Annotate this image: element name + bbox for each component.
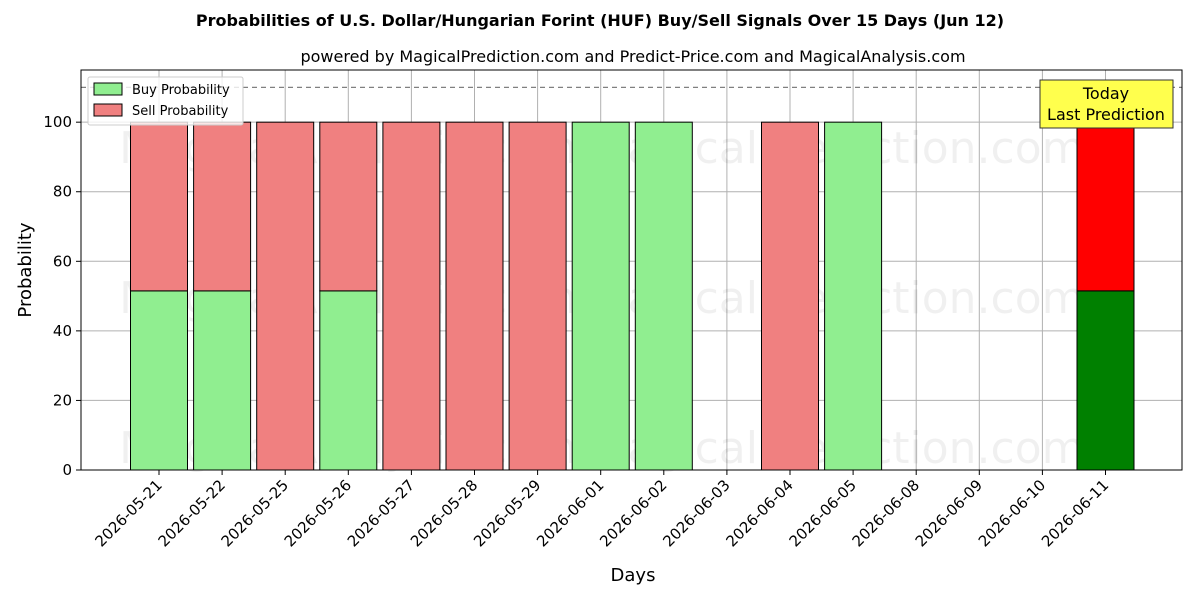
chart-title: Probabilities of U.S. Dollar/Hungarian F… [196, 11, 1004, 30]
x-tick-label: 2026-06-11 [1038, 476, 1112, 550]
bars [130, 121, 1135, 471]
legend-swatch-sell [93, 103, 123, 117]
annotation-line-1: Today [1082, 84, 1129, 103]
y-tick-label: 40 [53, 322, 72, 340]
chart-subtitle: powered by MagicalPrediction.com and Pre… [300, 47, 965, 66]
x-tick-label: 2026-06-02 [596, 476, 670, 550]
x-tick-label: 2026-06-03 [659, 476, 733, 550]
bar-sell [382, 121, 441, 471]
bar-sell [130, 121, 188, 292]
legend: Buy Probability Sell Probability [87, 76, 244, 126]
x-tick-label: 2026-05-27 [344, 476, 418, 550]
x-tick-label: 2026-06-04 [722, 476, 796, 550]
annotation-line-2: Last Prediction [1047, 105, 1165, 124]
x-tick-label: 2026-05-21 [91, 476, 165, 550]
today-annotation: Today Last Prediction [1039, 79, 1174, 129]
bar-sell [256, 121, 315, 471]
x-tick-label: 2026-05-28 [407, 476, 481, 550]
plot-frame [80, 69, 1183, 471]
x-tick-label: 2026-05-22 [155, 476, 229, 550]
bar-buy [634, 121, 693, 471]
x-tick-label: 2026-05-26 [281, 476, 355, 550]
bar-buy [193, 290, 252, 471]
y-tick-label: 100 [43, 113, 72, 131]
x-tick-label: 2026-05-29 [470, 476, 544, 550]
bar-buy [319, 290, 378, 471]
y-axis-label: Probability [15, 222, 36, 317]
x-tick-label: 2026-05-25 [218, 476, 292, 550]
legend-swatch-buy [93, 82, 123, 96]
bar-sell [761, 121, 819, 471]
y-tick-label: 60 [53, 252, 72, 270]
legend-box [87, 76, 244, 126]
legend-label-sell: Sell Probability [132, 104, 229, 119]
x-axis-label: Days [611, 565, 656, 586]
bar-sell [445, 121, 504, 471]
x-axis-ticks: 2026-05-212026-05-222026-05-252026-05-26… [91, 470, 1112, 550]
y-tick-label: 0 [62, 461, 72, 479]
bar-sell [508, 121, 567, 471]
x-tick-label: 2026-06-10 [975, 476, 1049, 550]
bar-sell [1076, 121, 1135, 292]
legend-label-buy: Buy Probability [132, 83, 230, 98]
x-tick-label: 2026-06-01 [533, 476, 607, 550]
y-tick-label: 80 [53, 183, 72, 201]
y-tick-label: 20 [53, 391, 72, 409]
annotation-box [1039, 79, 1174, 129]
bar-buy [130, 290, 188, 471]
bar-buy [824, 121, 883, 471]
bar-sell [319, 121, 378, 292]
y-axis-ticks: 0 20 40 60 80 100 [43, 113, 81, 479]
bar-buy [1076, 290, 1135, 471]
bar-buy [571, 121, 630, 471]
x-tick-label: 2026-06-08 [849, 476, 923, 550]
bar-sell [193, 121, 252, 292]
x-tick-label: 2026-06-05 [786, 476, 860, 550]
x-tick-label: 2026-06-09 [912, 476, 986, 550]
